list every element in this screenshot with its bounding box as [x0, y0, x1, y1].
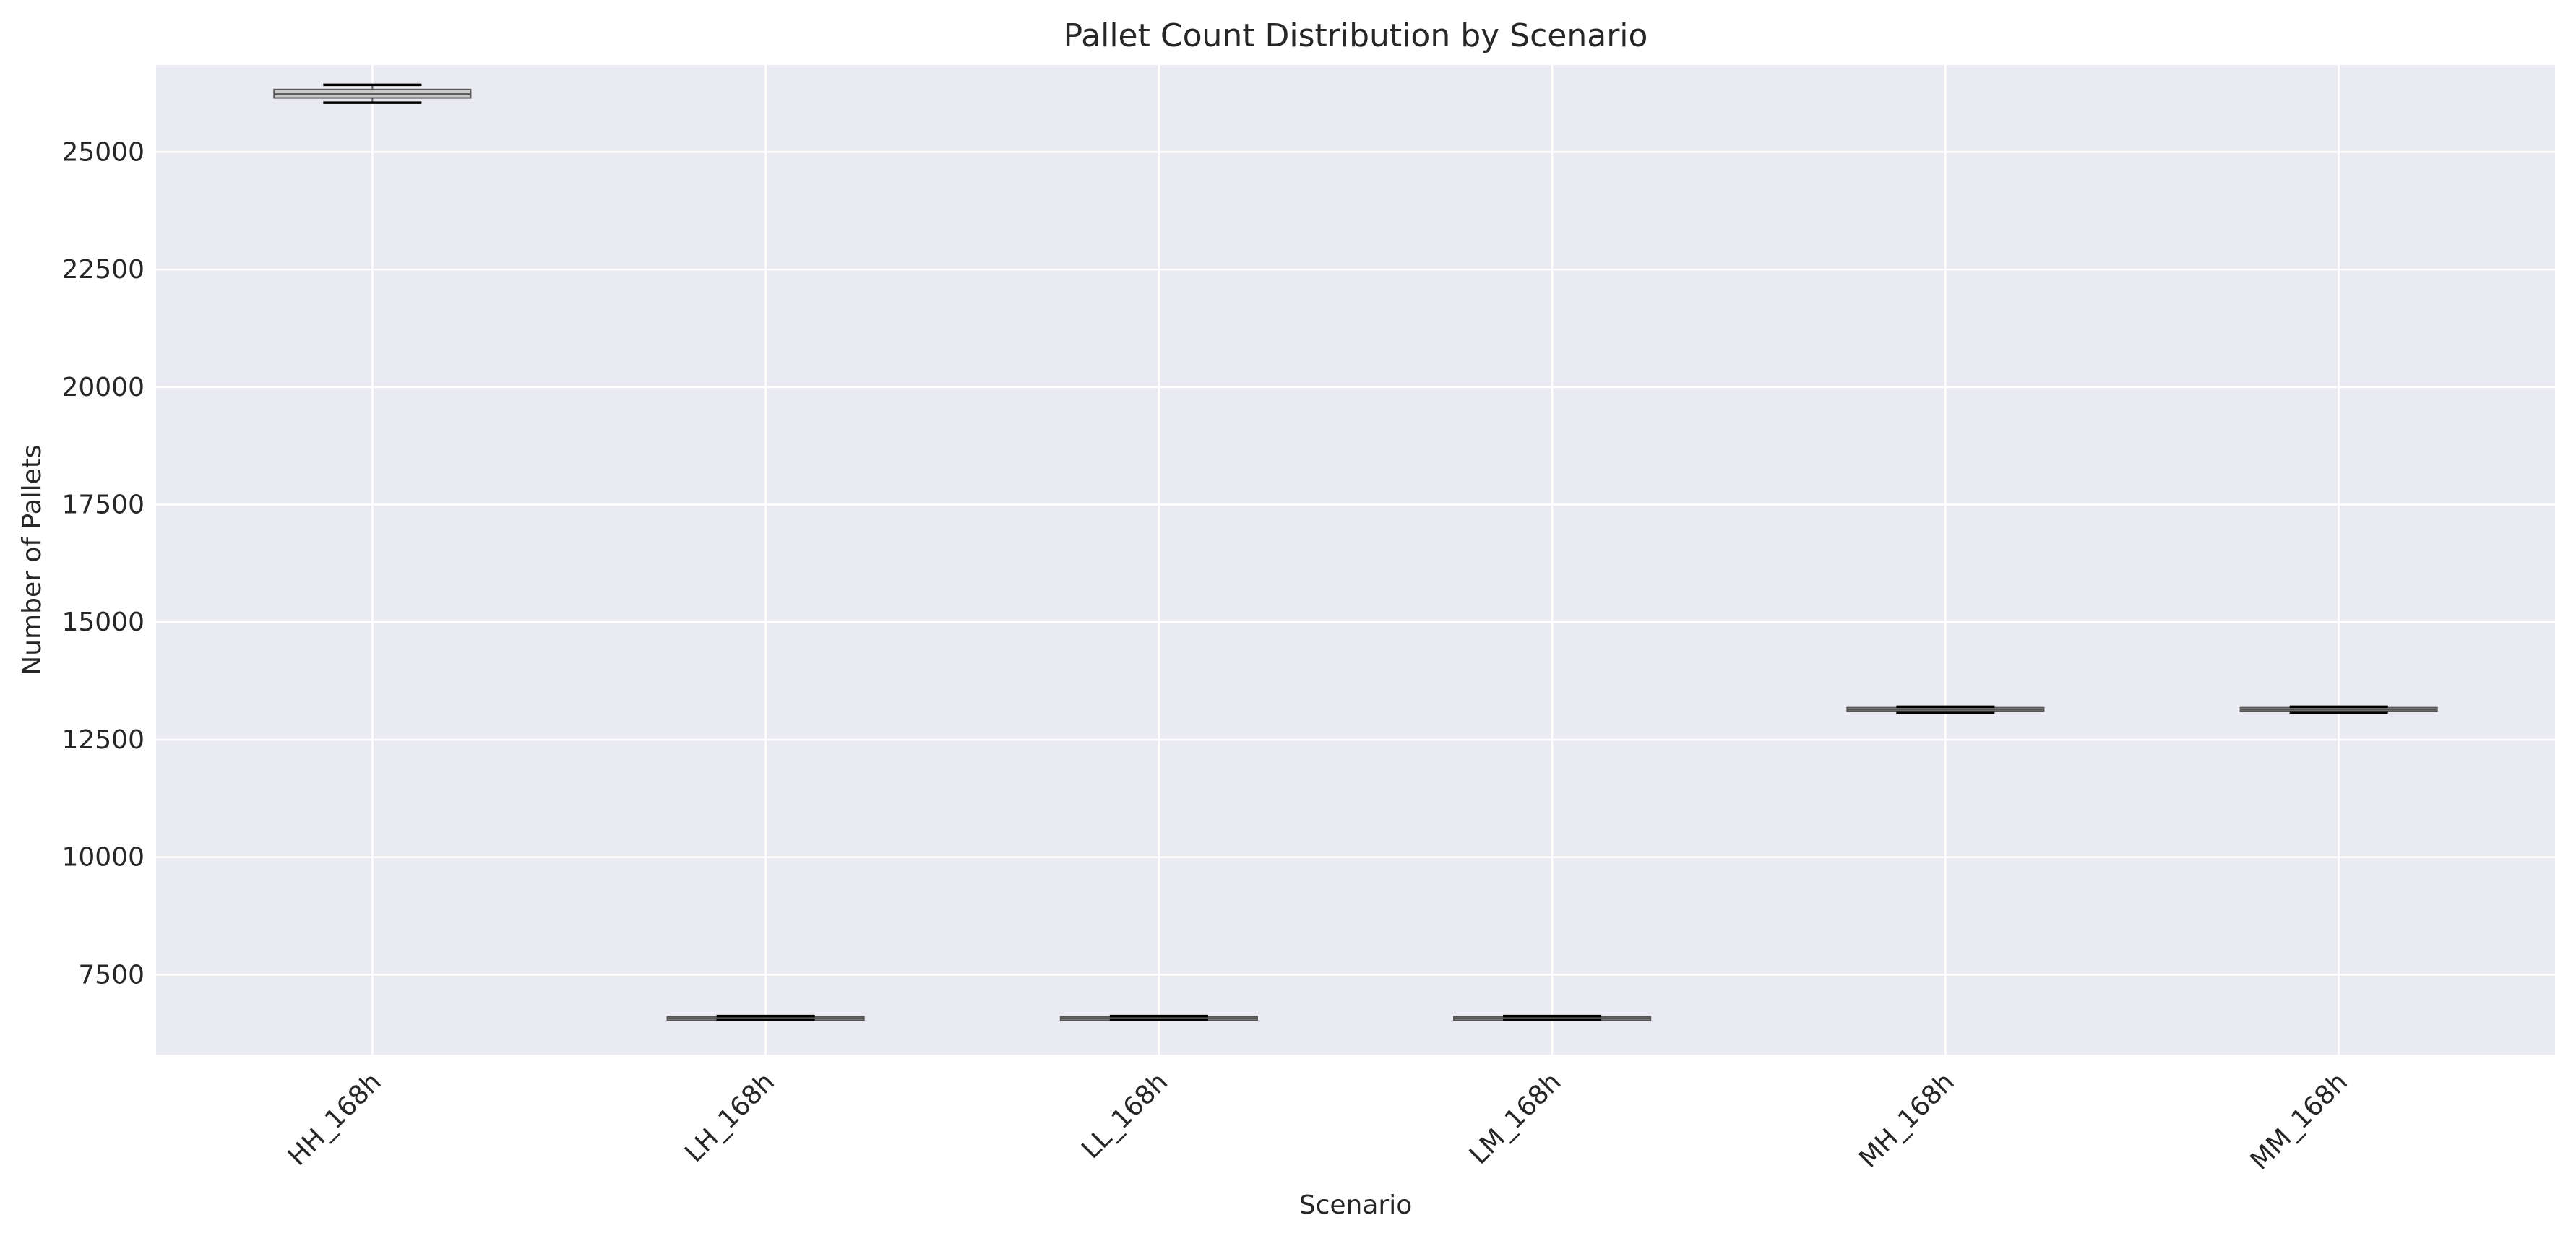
box-plot-LL_168h	[1059, 1014, 1258, 1021]
x-axis-label: Scenario	[1299, 1190, 1413, 1220]
y-axis-label: Number of Pallets	[17, 444, 47, 675]
y-tick-label: 12500	[61, 725, 145, 755]
box-plot-LH_168h	[666, 1014, 865, 1021]
box-plot-MH_168h	[1846, 705, 2045, 714]
y-tick-labels: 7500 10000 12500 15000 17500 20000 22500 25000	[61, 137, 145, 990]
y-tick-label: 15000	[61, 607, 145, 637]
plot-area	[156, 65, 2555, 1055]
box-marks	[273, 83, 2438, 1021]
chart-title: Pallet Count Distribution by Scenario	[1064, 17, 1648, 54]
grid-lines	[156, 65, 2555, 1055]
y-tick-label: 10000	[61, 843, 145, 873]
y-tick-label: 22500	[61, 255, 145, 285]
y-tick-label: 20000	[61, 373, 145, 402]
box-plot-MM_168h	[2239, 705, 2438, 714]
box-plot-LM_168h	[1453, 1014, 1652, 1021]
box-plot-HH_168h	[273, 83, 472, 104]
y-tick-label: 25000	[61, 137, 145, 167]
y-tick-label: 17500	[61, 490, 145, 520]
y-tick-label: 7500	[78, 960, 145, 990]
